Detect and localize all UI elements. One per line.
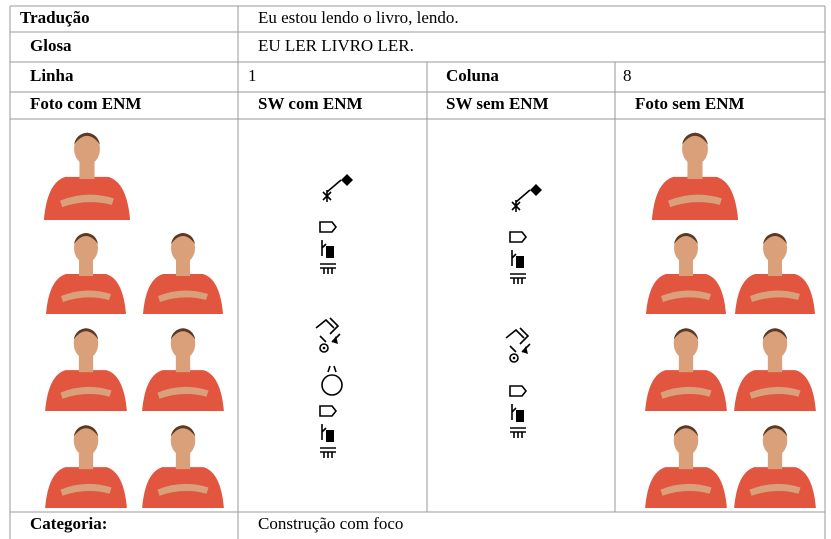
photo bbox=[142, 328, 224, 411]
sw-glyph bbox=[319, 405, 337, 459]
sw-glyph bbox=[315, 317, 341, 353]
photo bbox=[45, 328, 127, 411]
label: Tradução bbox=[20, 8, 90, 27]
value: 1 bbox=[248, 66, 257, 85]
photo bbox=[734, 328, 816, 411]
label: Categoria: bbox=[30, 514, 107, 533]
sw-glyph bbox=[509, 231, 527, 285]
table-grid bbox=[9, 5, 826, 539]
photos-without-enm bbox=[645, 132, 816, 508]
label: Linha bbox=[30, 66, 74, 85]
value: Eu estou lendo o livro, lendo. bbox=[258, 8, 459, 27]
sw-face bbox=[321, 374, 343, 396]
photo bbox=[646, 233, 726, 314]
signwriting-with-enm bbox=[315, 173, 354, 459]
column-header: Foto com ENM bbox=[30, 94, 141, 113]
sw-glyph bbox=[511, 183, 543, 213]
photo bbox=[46, 233, 126, 314]
column-header: Foto sem ENM bbox=[635, 94, 745, 113]
column-header: SW com ENM bbox=[258, 94, 363, 113]
sw-glyph bbox=[505, 327, 531, 363]
photo bbox=[734, 425, 816, 508]
photo bbox=[735, 233, 815, 314]
sw-glyph bbox=[509, 385, 527, 439]
value: 8 bbox=[623, 66, 632, 85]
value: EU LER LIVRO LER. bbox=[258, 36, 414, 55]
photo bbox=[651, 132, 739, 220]
photo bbox=[43, 132, 131, 220]
photos-with-enm bbox=[43, 132, 224, 508]
label: Glosa bbox=[30, 36, 72, 55]
value: Construção com foco bbox=[258, 514, 403, 533]
photo bbox=[645, 328, 727, 411]
label: Coluna bbox=[446, 66, 499, 85]
sw-glyph bbox=[319, 221, 337, 275]
photo bbox=[645, 425, 727, 508]
column-header: SW sem ENM bbox=[446, 94, 549, 113]
sw-face-mark bbox=[327, 365, 337, 373]
signwriting-without-enm bbox=[505, 183, 543, 439]
photo bbox=[142, 425, 224, 508]
photo bbox=[143, 233, 223, 314]
sw-glyph bbox=[322, 173, 354, 203]
photo bbox=[45, 425, 127, 508]
